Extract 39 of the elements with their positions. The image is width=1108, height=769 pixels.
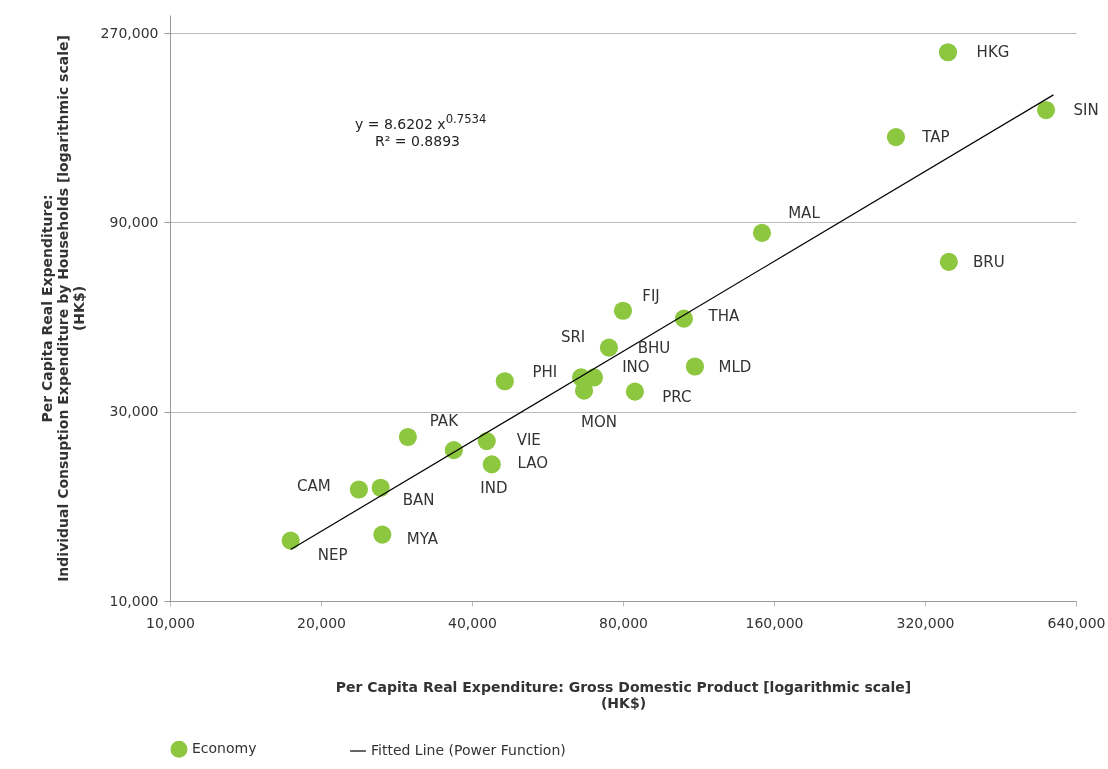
annotation: INO — [622, 358, 650, 377]
y-axis-title: Per Capita Real Expenditure: Individual Consuption Expenditure by Households [logarithmic scale] (HK$) — [38, 35, 87, 582]
annotation: y = 8.6202 x$^{0.7534}$ — [355, 112, 487, 132]
y-tick-label: 30,000 — [109, 403, 159, 420]
y-tick-label: 270,000 — [100, 24, 159, 41]
annotation: NEP — [317, 545, 348, 564]
annotation: BRU — [972, 252, 1005, 271]
x-tick-label: 20,000 — [297, 614, 346, 631]
x-tick-label: 160,000 — [745, 614, 804, 631]
annotation: MYA — [406, 529, 439, 548]
annotation: SRI — [560, 328, 586, 347]
annotation: TAP — [921, 128, 950, 147]
legend-label: Economy — [192, 740, 257, 757]
x-axis-title: Per Capita Real Expenditure: Gross Domestic Product [logarithmic scale] (HK$) — [335, 678, 912, 711]
annotation: FIJ — [642, 286, 660, 305]
annotation: R² = 0.8893 — [375, 133, 460, 149]
annotation: HKG — [976, 43, 1010, 62]
annotation: PAK — [429, 412, 460, 431]
annotation: PRC — [662, 387, 692, 406]
x-tick-label: 10,000 — [146, 614, 195, 631]
annotation: BAN — [402, 490, 435, 509]
annotation: VIE — [516, 431, 541, 450]
annotation: LAO — [517, 454, 549, 473]
legend-label: Fitted Line (Power Function) — [371, 742, 566, 758]
annotation: MON — [581, 412, 618, 431]
annotation: THA — [707, 306, 740, 325]
x-tick-label: 320,000 — [896, 614, 955, 631]
annotation: CAM — [297, 476, 331, 495]
annotation: PHI — [532, 363, 558, 382]
annotation: SIN — [1073, 101, 1099, 120]
annotation: BHU — [637, 338, 671, 357]
x-tick-label: 80,000 — [599, 614, 648, 631]
x-tick-label: 640,000 — [1047, 614, 1106, 631]
x-tick-label: 40,000 — [448, 614, 497, 631]
y-tick-label: 90,000 — [109, 213, 159, 230]
annotation: IND — [480, 479, 508, 498]
annotation: MLD — [718, 357, 752, 376]
annotation: MAL — [788, 203, 821, 222]
y-tick-label: 10,000 — [109, 592, 159, 609]
